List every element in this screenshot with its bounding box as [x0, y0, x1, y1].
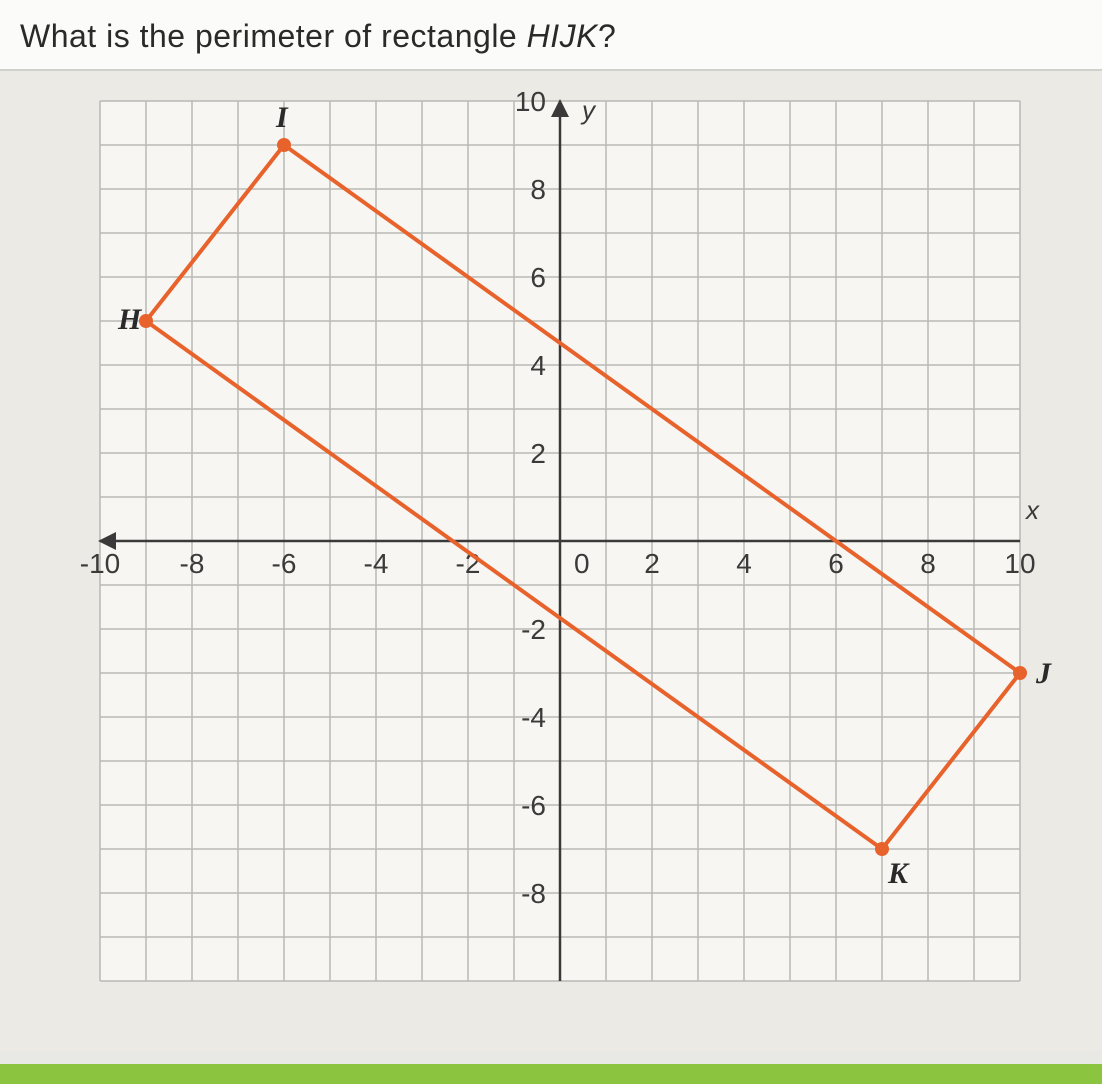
chart-area: yx-10-8-6-4-20246810108642-2-4-6-8HIJK — [0, 71, 1102, 1051]
vertex-label-k: K — [887, 857, 910, 890]
x-tick-label: -8 — [180, 548, 205, 579]
x-tick-label: 8 — [920, 548, 936, 579]
y-tick-label: -2 — [521, 614, 546, 645]
y-tick-label: 4 — [530, 350, 546, 381]
y-tick-label: 2 — [530, 438, 546, 469]
x-tick-label: -10 — [80, 548, 120, 579]
question-suffix: ? — [598, 18, 616, 54]
x-tick-label: -6 — [272, 548, 297, 579]
vertex-j — [1013, 666, 1027, 680]
vertex-i — [277, 138, 291, 152]
question-text: What is the perimeter of rectangle HIJK? — [20, 18, 616, 54]
x-tick-label: 0 — [574, 548, 590, 579]
x-tick-label: 10 — [1004, 548, 1035, 579]
coordinate-plane: yx-10-8-6-4-20246810108642-2-4-6-8HIJK — [40, 91, 1060, 1021]
x-tick-label: -4 — [364, 548, 389, 579]
question-bar: What is the perimeter of rectangle HIJK? — [0, 0, 1102, 71]
vertex-label-i: I — [275, 101, 289, 134]
y-tick-label: -8 — [521, 878, 546, 909]
y-tick-label: 8 — [530, 174, 546, 205]
axis-label-y: y — [580, 95, 597, 125]
x-tick-label: 6 — [828, 548, 844, 579]
question-prefix: What is the perimeter of rectangle — [20, 18, 527, 54]
bottom-accent-bar — [0, 1064, 1102, 1084]
y-tick-label: 6 — [530, 262, 546, 293]
x-tick-label: 2 — [644, 548, 660, 579]
question-shape: HIJK — [527, 18, 598, 54]
vertex-k — [875, 842, 889, 856]
vertex-label-j: J — [1035, 657, 1052, 690]
y-tick-label: -6 — [521, 790, 546, 821]
vertex-label-h: H — [117, 303, 143, 336]
x-tick-label: 4 — [736, 548, 752, 579]
y-tick-label: -4 — [521, 702, 546, 733]
y-tick-label: 10 — [515, 91, 546, 117]
axis-label-x: x — [1024, 495, 1040, 525]
